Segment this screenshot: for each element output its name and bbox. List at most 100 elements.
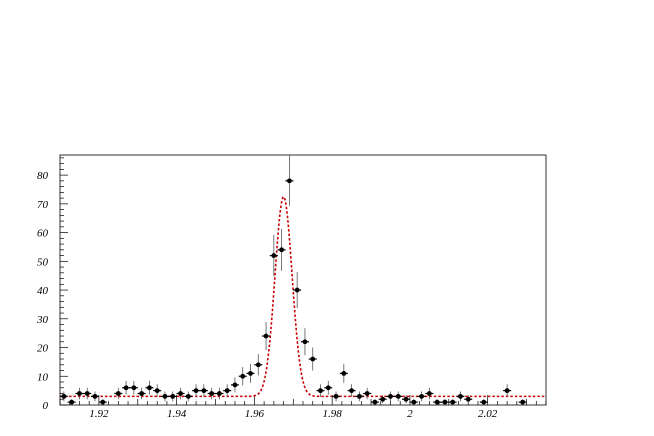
data-point (254, 354, 263, 376)
y-tick-label: 70 (37, 199, 49, 211)
data-point (98, 399, 107, 405)
fit-line (60, 195, 546, 398)
data-point (339, 363, 348, 383)
point-marker (100, 399, 106, 405)
data-point (394, 391, 403, 402)
data-point (75, 387, 84, 400)
point-marker (232, 382, 238, 388)
data-point (308, 347, 317, 371)
data-point (285, 155, 294, 207)
data-point (370, 399, 379, 405)
point-marker (255, 362, 261, 368)
point-marker (240, 373, 246, 379)
point-marker (139, 391, 145, 396)
point-marker (465, 396, 471, 402)
data-point (59, 391, 68, 402)
point-marker (263, 333, 269, 339)
point-marker (442, 399, 448, 405)
point-marker (434, 399, 440, 405)
point-marker (426, 391, 432, 396)
point-marker (388, 393, 393, 399)
data-point (137, 387, 146, 400)
point-marker (286, 178, 292, 184)
data-point (417, 391, 426, 402)
point-marker (302, 339, 308, 345)
data-point (176, 387, 185, 400)
x-tick-label: 1.98 (323, 408, 343, 420)
data-point (168, 391, 177, 402)
y-tick-label: 60 (37, 228, 49, 240)
plot-frame (59, 154, 547, 406)
data-point (316, 384, 325, 397)
data-point (355, 391, 364, 402)
point-marker (178, 391, 183, 396)
data-point (262, 321, 271, 351)
point-marker (481, 399, 487, 405)
y-tick-label: 30 (36, 314, 49, 326)
point-marker (217, 391, 222, 396)
point-marker (458, 393, 463, 399)
point-marker (147, 385, 152, 391)
fit-curve (60, 195, 546, 398)
data-point (246, 363, 255, 383)
data-point (300, 328, 309, 356)
point-marker (131, 385, 137, 391)
point-marker (411, 399, 417, 405)
data-point (518, 399, 527, 405)
data-point (332, 391, 341, 402)
data-point (83, 387, 92, 400)
point-marker (318, 388, 323, 394)
data-point (230, 377, 239, 393)
data-point (145, 380, 154, 395)
data-point (448, 399, 457, 405)
x-tick-label: 2.02 (478, 408, 498, 420)
data-point (129, 380, 138, 395)
point-marker (123, 385, 129, 391)
point-marker (403, 396, 409, 402)
data-point (378, 395, 387, 404)
point-marker (380, 396, 386, 402)
point-marker (185, 393, 191, 399)
data-point (238, 367, 247, 386)
x-tick-label: 1.94 (167, 408, 187, 420)
point-marker (84, 391, 90, 396)
x-axis: 1.92 1.94 1.96 1.98 2 2.02 (59, 395, 547, 420)
data-point (153, 384, 162, 397)
point-marker (341, 370, 347, 376)
data-points (59, 155, 527, 405)
point-marker (310, 356, 316, 362)
data-point (363, 387, 372, 400)
point-marker (193, 388, 199, 394)
y-tick-label: 50 (37, 256, 49, 268)
point-marker (419, 393, 424, 399)
point-marker (450, 399, 456, 405)
x-tick-label: 1.96 (245, 408, 265, 420)
data-point (402, 395, 411, 404)
point-marker (333, 393, 339, 399)
point-marker (271, 253, 277, 258)
data-point (479, 399, 488, 405)
data-point (409, 399, 418, 405)
data-point (184, 391, 193, 402)
y-tick-label: 40 (37, 285, 49, 297)
point-marker (520, 399, 526, 405)
data-point (324, 380, 333, 395)
point-marker (162, 393, 168, 399)
data-point (277, 228, 286, 271)
point-marker (356, 393, 362, 399)
point-marker (92, 393, 98, 399)
y-tick-label: 20 (37, 343, 49, 355)
point-marker (395, 393, 401, 399)
data-point (160, 391, 169, 402)
point-marker (170, 393, 176, 399)
data-point (440, 399, 449, 405)
point-marker (77, 391, 82, 396)
point-marker (349, 388, 354, 394)
point-marker (154, 388, 160, 394)
x-tick-label: 2 (407, 408, 413, 420)
data-point (122, 380, 131, 395)
data-point (425, 387, 434, 400)
data-point (386, 391, 395, 402)
data-point (433, 399, 442, 405)
